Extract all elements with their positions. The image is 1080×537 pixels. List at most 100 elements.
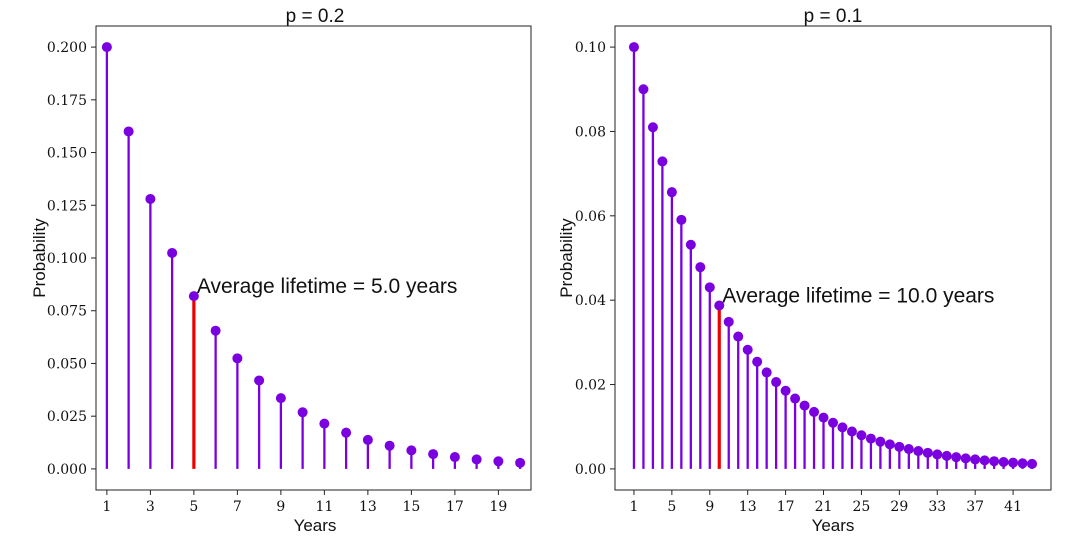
chart-panel-p02: p = 0.2 Probability Years 0.000 0.025 0.05… [30,6,532,535]
y-tick-label: 0.04 [575,293,606,309]
y-tick-label: 0.08 [575,124,606,140]
plot-frame [614,25,1052,491]
stem-marker [123,126,134,137]
y-tick-label: 0.150 [47,146,87,162]
stem-marker [903,444,914,455]
y-tick-label: 0.00 [575,462,606,478]
y-tick-label: 0.025 [47,409,87,425]
x-tick-label: 21 [815,499,833,515]
stem-marker [771,377,782,388]
stem-marker [628,42,639,53]
x-tick-label: 13 [359,499,377,515]
y-tick-label: 0.000 [47,462,87,478]
x-tick-label: 17 [777,499,795,515]
x-tick-label: 17 [446,499,464,515]
stem-marker [875,436,886,447]
stem-marker [752,356,763,367]
x-axis-label: Years [294,516,337,535]
stem-marker [761,367,772,378]
x-tick-label: 9 [276,499,285,515]
x-tick-label: 19 [489,499,507,515]
stem-marker [809,406,820,417]
stem-marker [714,300,725,311]
x-tick-label: 41 [1004,499,1022,515]
stem-marker [742,344,753,355]
x-tick-label: 7 [233,499,242,515]
x-tick-label: 11 [315,499,333,515]
stem-marker [145,193,156,204]
stem-marker [998,456,1009,467]
stem-marker [960,453,971,464]
stem-marker [384,440,395,451]
stem-marker [297,407,308,418]
stem-marker [970,454,981,465]
stem-marker [428,449,439,460]
chart-panel-p01: p = 0.1 Probability Years 0.000.020.040.… [557,6,1052,535]
stem-marker [695,262,706,273]
y-tick-label: 0.175 [47,93,87,109]
stem-marker [932,449,943,460]
stem-marker [493,456,504,467]
stem-marker [676,214,687,225]
stem-marker [780,385,791,396]
stem-marker [1008,457,1019,468]
x-tick-label: 15 [402,499,420,515]
stem-layer [101,42,526,469]
stem-marker [790,393,801,404]
stem-marker [837,422,848,433]
stem-marker [733,331,744,342]
stem-marker [666,187,677,198]
stem-marker [799,400,810,411]
y-tick-label: 0.100 [47,251,87,267]
stem-marker [167,247,178,258]
stem-marker [254,375,265,386]
x-tick-label: 9 [705,499,714,515]
tick-layer: 0.00 0.02 0.04 0.06 0.08 0.10 1 5 9 13 17 21 25 29 33 3… [575,40,1022,515]
stem-marker [922,447,933,458]
stem-marker [704,282,715,293]
stem-marker [232,353,243,364]
x-tick-label: 1 [102,499,111,515]
plot-frame [95,25,532,491]
stem-marker [818,412,829,423]
stem-marker [913,446,924,457]
stem-marker [515,457,526,468]
x-tick-label: 33 [928,499,946,515]
stem-marker [362,434,373,445]
x-tick-label: 37 [966,499,984,515]
x-axis-label: Years [812,516,855,535]
y-tick-label: 0.125 [47,198,87,214]
y-axis-label: Probability [557,218,576,298]
stem-marker [856,430,867,441]
x-tick-label: 3 [146,499,155,515]
x-tick-label: 5 [189,499,198,515]
x-tick-label: 13 [739,499,757,515]
stem-marker [979,455,990,466]
y-tick-label: 0.10 [575,40,606,56]
stem-marker [406,445,417,456]
stem-marker [471,454,482,465]
stem-marker [188,291,199,302]
tick-layer: 0.000 0.025 0.050 0.075 0.100 0.125 0.150 0.175… [47,40,507,515]
stem-marker [647,122,658,133]
x-tick-label: 29 [890,499,908,515]
stem-marker [723,316,734,327]
stem-marker [941,450,952,461]
stem-marker [101,42,112,53]
stem-marker [638,84,649,95]
stem-marker [884,439,895,450]
stem-marker [341,427,352,438]
y-tick-label: 0.200 [47,40,87,56]
stem-marker [685,239,696,250]
stem-marker [846,426,857,437]
stem-marker [894,441,905,452]
annotation-text: Average lifetime = 5.0 years [197,275,458,298]
annotation-text: Average lifetime = 10.0 years [722,284,994,307]
stem-marker [828,417,838,428]
x-tick-label: 25 [853,499,871,515]
stem-marker [449,452,460,463]
y-tick-label: 0.050 [47,356,87,372]
y-tick-label: 0.06 [575,209,606,225]
stem-marker [1027,458,1038,469]
